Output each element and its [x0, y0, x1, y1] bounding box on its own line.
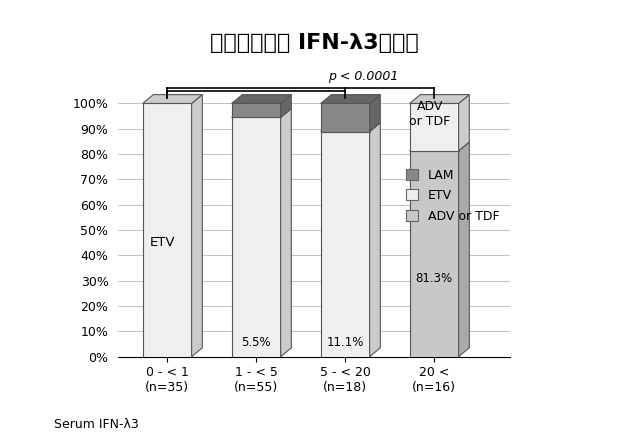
Polygon shape — [191, 95, 202, 357]
Polygon shape — [459, 142, 469, 357]
Polygon shape — [143, 103, 191, 357]
Polygon shape — [232, 109, 291, 117]
Text: 81.3%: 81.3% — [415, 272, 452, 285]
Polygon shape — [410, 95, 469, 103]
Polygon shape — [321, 95, 380, 103]
Text: 5.5%: 5.5% — [241, 336, 271, 349]
Legend: LAM, ETV, ADV or TDF: LAM, ETV, ADV or TDF — [402, 165, 504, 227]
Polygon shape — [232, 103, 280, 117]
Polygon shape — [321, 103, 370, 132]
Polygon shape — [232, 95, 291, 103]
Polygon shape — [410, 103, 459, 151]
Polygon shape — [410, 151, 459, 357]
Polygon shape — [232, 117, 280, 357]
Title: 治療別、血清 IFN-λ3レベル: 治療別、血清 IFN-λ3レベル — [210, 33, 419, 53]
Polygon shape — [280, 109, 291, 357]
Text: p < 0.0001: p < 0.0001 — [328, 70, 398, 83]
Polygon shape — [459, 95, 469, 151]
Polygon shape — [280, 95, 291, 117]
Text: Serum IFN-λ3: Serum IFN-λ3 — [54, 418, 139, 432]
Text: 11.1%: 11.1% — [326, 336, 364, 349]
Text: ADV
or TDF: ADV or TDF — [409, 101, 451, 129]
Polygon shape — [370, 123, 380, 357]
Polygon shape — [370, 95, 380, 132]
Polygon shape — [410, 142, 469, 151]
Polygon shape — [321, 132, 370, 357]
Text: ETV: ETV — [150, 236, 175, 249]
Polygon shape — [143, 95, 202, 103]
Polygon shape — [321, 123, 380, 132]
